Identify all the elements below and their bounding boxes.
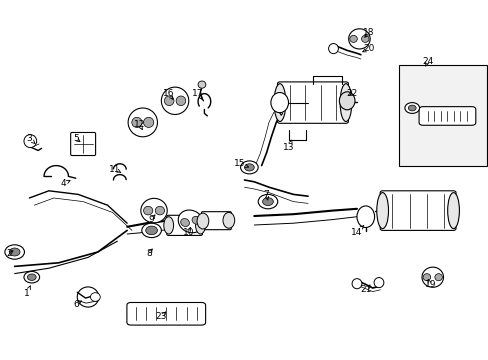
Ellipse shape (421, 267, 443, 287)
Ellipse shape (163, 217, 173, 234)
Ellipse shape (273, 84, 285, 122)
Ellipse shape (164, 96, 174, 105)
Ellipse shape (407, 105, 415, 111)
Ellipse shape (180, 219, 189, 226)
Ellipse shape (447, 193, 459, 229)
Ellipse shape (376, 193, 387, 229)
Text: 6: 6 (73, 300, 81, 309)
Ellipse shape (373, 278, 383, 288)
Text: 20: 20 (362, 44, 374, 53)
Text: 8: 8 (146, 249, 152, 258)
FancyBboxPatch shape (127, 302, 205, 325)
Ellipse shape (145, 226, 157, 235)
Text: 24: 24 (421, 57, 433, 66)
Ellipse shape (244, 164, 254, 171)
Ellipse shape (77, 287, 99, 307)
Text: 12: 12 (133, 120, 145, 130)
Ellipse shape (328, 44, 338, 54)
Ellipse shape (361, 35, 368, 42)
Text: 13: 13 (282, 140, 294, 152)
Ellipse shape (349, 35, 357, 42)
Ellipse shape (434, 274, 442, 281)
Ellipse shape (161, 87, 188, 114)
Text: 22: 22 (346, 89, 357, 98)
Ellipse shape (198, 81, 205, 88)
Text: 5: 5 (73, 134, 80, 143)
Text: 10: 10 (182, 228, 194, 237)
FancyBboxPatch shape (277, 82, 347, 123)
Ellipse shape (90, 293, 100, 301)
Text: 21: 21 (359, 285, 371, 294)
Ellipse shape (128, 108, 157, 137)
Ellipse shape (178, 210, 203, 233)
Ellipse shape (262, 198, 273, 206)
Text: 15: 15 (233, 159, 248, 168)
Ellipse shape (422, 274, 430, 281)
Ellipse shape (339, 92, 354, 110)
Text: 19: 19 (424, 280, 435, 289)
Ellipse shape (24, 135, 37, 148)
FancyBboxPatch shape (201, 212, 231, 230)
Ellipse shape (195, 217, 205, 234)
Ellipse shape (9, 248, 20, 256)
Ellipse shape (340, 84, 351, 122)
FancyBboxPatch shape (418, 107, 475, 125)
Text: 2: 2 (6, 249, 13, 258)
Text: 4: 4 (61, 179, 70, 188)
Ellipse shape (131, 117, 142, 127)
FancyBboxPatch shape (166, 215, 202, 235)
Text: 23: 23 (155, 312, 167, 321)
Ellipse shape (141, 198, 167, 223)
FancyBboxPatch shape (71, 132, 96, 156)
Ellipse shape (270, 93, 288, 113)
Text: 17: 17 (192, 89, 203, 99)
Ellipse shape (27, 274, 36, 280)
Ellipse shape (192, 216, 201, 224)
Ellipse shape (5, 245, 24, 259)
FancyBboxPatch shape (380, 191, 455, 230)
Ellipse shape (348, 29, 369, 49)
Ellipse shape (142, 223, 161, 238)
Ellipse shape (155, 206, 164, 215)
Ellipse shape (197, 213, 208, 229)
Bar (398, 65, 486, 166)
Ellipse shape (24, 271, 40, 283)
Ellipse shape (143, 206, 152, 215)
Ellipse shape (258, 194, 277, 209)
Text: 9: 9 (148, 215, 155, 224)
Text: 18: 18 (363, 28, 374, 37)
Ellipse shape (351, 279, 361, 289)
Text: 7: 7 (263, 190, 269, 200)
Text: 16: 16 (163, 89, 174, 99)
Ellipse shape (176, 96, 185, 105)
Ellipse shape (356, 206, 374, 228)
Ellipse shape (143, 117, 153, 127)
Ellipse shape (404, 103, 419, 113)
Text: 14: 14 (350, 225, 363, 237)
Ellipse shape (240, 161, 258, 174)
Text: 1: 1 (24, 286, 30, 298)
Text: 3: 3 (26, 134, 35, 143)
Text: 11: 11 (109, 165, 121, 174)
Ellipse shape (223, 212, 234, 228)
